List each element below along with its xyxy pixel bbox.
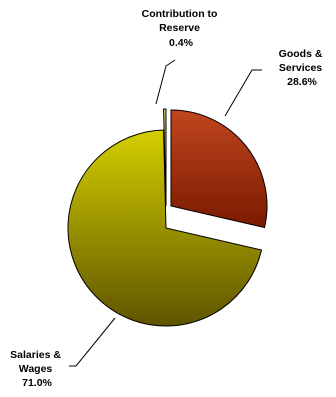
pie-slice-goods-and-services [171,110,267,228]
label-goods-line-1: Goods & [279,48,323,60]
label-contribution-to-reserve: Contribution to Reserve 0.4% [142,8,221,49]
pie-slices [68,109,267,326]
label-reserve-line-2: Reserve [159,22,200,34]
label-goods-value: 28.6% [287,76,317,88]
label-reserve-value: 0.4% [169,37,194,49]
label-salaries-value: 71.0% [22,377,52,389]
label-reserve-line-1: Contribution to [142,8,218,20]
label-salaries-line-1: Salaries & [10,349,61,361]
label-goods-line-2: Services [279,62,322,74]
leader-line-reserve [156,60,175,104]
label-salaries-line-2: Wages [19,363,53,375]
label-salaries-and-wages: Salaries & Wages 71.0% [10,349,64,389]
label-goods-and-services: Goods & Services 28.6% [279,48,326,88]
leader-line-salaries [69,318,115,366]
leader-line-goods [225,70,262,116]
